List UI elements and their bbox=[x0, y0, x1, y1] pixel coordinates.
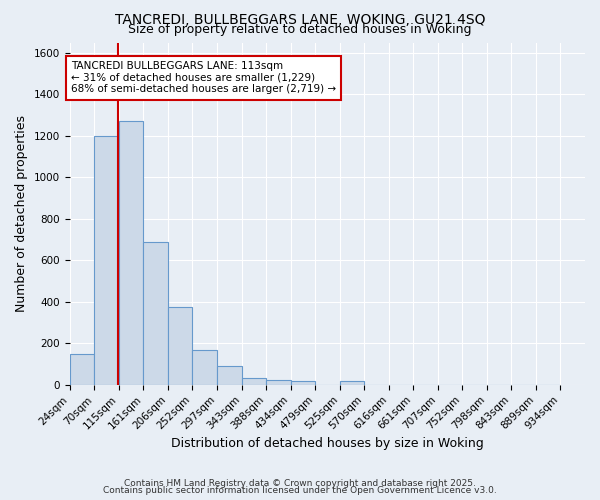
Text: Size of property relative to detached houses in Woking: Size of property relative to detached ho… bbox=[128, 22, 472, 36]
Bar bbox=[119, 122, 143, 385]
Text: Contains public sector information licensed under the Open Government Licence v3: Contains public sector information licen… bbox=[103, 486, 497, 495]
Bar bbox=[94, 136, 119, 385]
Bar bbox=[193, 350, 217, 385]
Bar bbox=[143, 242, 167, 385]
Bar bbox=[242, 378, 266, 385]
Text: TANCREDI, BULLBEGGARS LANE, WOKING, GU21 4SQ: TANCREDI, BULLBEGGARS LANE, WOKING, GU21… bbox=[115, 12, 485, 26]
Text: Contains HM Land Registry data © Crown copyright and database right 2025.: Contains HM Land Registry data © Crown c… bbox=[124, 478, 476, 488]
Bar bbox=[167, 307, 193, 385]
X-axis label: Distribution of detached houses by size in Woking: Distribution of detached houses by size … bbox=[171, 437, 484, 450]
Bar bbox=[266, 380, 290, 385]
Bar bbox=[290, 380, 315, 385]
Bar bbox=[70, 354, 94, 385]
Bar bbox=[340, 381, 364, 385]
Bar bbox=[217, 366, 242, 385]
Y-axis label: Number of detached properties: Number of detached properties bbox=[15, 115, 28, 312]
Text: TANCREDI BULLBEGGARS LANE: 113sqm
← 31% of detached houses are smaller (1,229)
6: TANCREDI BULLBEGGARS LANE: 113sqm ← 31% … bbox=[71, 61, 336, 94]
